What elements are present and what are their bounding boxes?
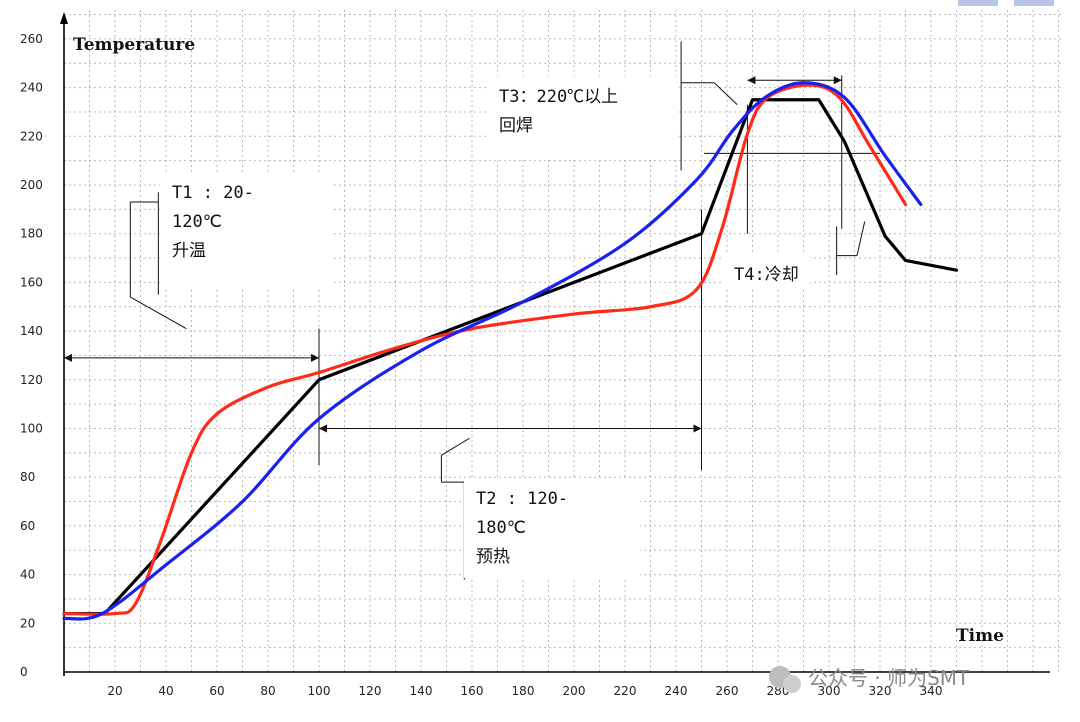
phase-annotations: T1 : 20- 120℃ 升温 T2 : 120- 180℃ 预热 T3：220℃以上回焊… [160, 76, 810, 578]
arrow-head [747, 76, 756, 85]
corner-tab-2 [1014, 0, 1054, 6]
x-axis-title: Time [956, 626, 1004, 646]
series-lines [62, 81, 959, 621]
annotation-t1-line: 120℃ [172, 212, 222, 232]
annotation-box-t3 [487, 76, 679, 160]
bracket-t2 [441, 437, 470, 456]
x-tick-label: 220 [614, 684, 637, 698]
y-tick-label: 40 [20, 568, 35, 582]
y-tick-label: 120 [20, 373, 43, 387]
y-tick-label: 20 [20, 616, 35, 630]
watermark: 公众号 · 师为SMT [769, 666, 970, 693]
bracket-t3 [713, 82, 738, 106]
arrow-head [311, 353, 319, 362]
x-tick-label: 160 [461, 684, 484, 698]
annotation-box-t2 [464, 478, 640, 578]
y-tick-label: 60 [20, 519, 35, 533]
y-tick-label: 240 [20, 81, 43, 95]
x-tick-label: 40 [158, 684, 173, 698]
x-tick-label: 320 [869, 684, 892, 698]
arrow-head [319, 424, 327, 433]
annotation-t1-line: 升温 [172, 241, 206, 261]
y-tick-label: 260 [20, 32, 43, 46]
annotation-t3-line: T3：220℃以上 [499, 87, 618, 107]
watermark-text: 公众号 · 师为SMT [808, 666, 970, 690]
arrow-head [833, 76, 842, 85]
y-tick-label: 180 [20, 227, 43, 241]
arrow-head [693, 424, 702, 433]
x-tick-label: 180 [512, 684, 535, 698]
y-tick-label: 160 [20, 275, 43, 289]
bracket-t1 [130, 296, 187, 330]
x-tick-label: 60 [209, 684, 224, 698]
series-line-0 [62, 98, 959, 616]
x-tick-label: 340 [920, 684, 943, 698]
annotation-t4-line: T4:冷却 [734, 265, 799, 285]
series-line-1 [62, 83, 908, 616]
annotation-box-t1 [160, 172, 332, 290]
series-line-2 [62, 81, 923, 621]
x-tick-label: 140 [410, 684, 433, 698]
x-tick-label: 200 [563, 684, 586, 698]
annotation-t2-line: T2 : 120- [476, 489, 568, 509]
y-tick-label: 200 [20, 178, 43, 192]
x-tick-label: 240 [665, 684, 688, 698]
arrow-head [64, 353, 72, 362]
y-tick-label: 0 [20, 665, 28, 679]
x-tick-labels: 20 40 60 80 100 120 140 160 180 200 220 240 260 280 30… [107, 684, 942, 698]
y-tick-label: 100 [20, 422, 43, 436]
x-tick-label: 120 [359, 684, 382, 698]
annotation-t3-line: 回焊 [499, 116, 533, 136]
bracket-t4 [856, 221, 866, 256]
wechat-icon-bubble [783, 675, 801, 693]
y-tick-label: 140 [20, 324, 43, 338]
x-tick-label: 260 [716, 684, 739, 698]
y-axis-title: Temperature [73, 35, 195, 55]
annotation-t2-line: 预热 [476, 547, 510, 567]
annotation-box-t4 [722, 254, 810, 290]
x-tick-label: 80 [260, 684, 275, 698]
y-axis-arrow [60, 12, 68, 24]
annotation-t1-line: T1 : 20- [172, 183, 254, 203]
y-tick-label: 80 [20, 470, 35, 484]
corner-tab-1 [958, 0, 998, 6]
x-tick-label: 20 [107, 684, 122, 698]
axes [60, 12, 1050, 676]
annotation-t2-line: 180℃ [476, 518, 526, 538]
y-tick-labels: 0 20 40 60 80 100 120 140 160 180 200 220 240 260 [20, 32, 43, 679]
x-tick-label: 300 [818, 684, 841, 698]
x-tick-label: 100 [308, 684, 331, 698]
y-tick-label: 220 [20, 129, 43, 143]
